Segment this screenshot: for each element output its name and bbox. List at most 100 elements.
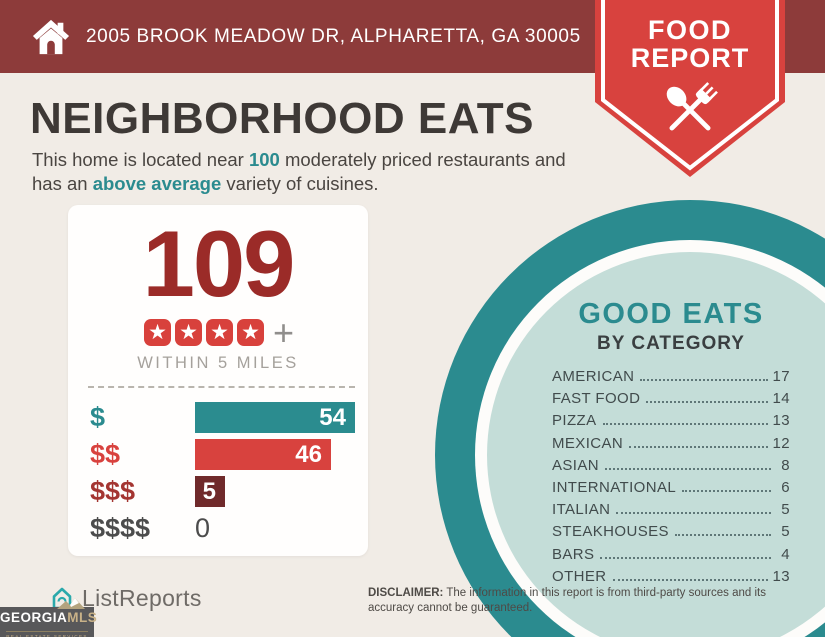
- mint-inner-circle: [487, 252, 825, 637]
- mls-georgia: GEORGIA: [0, 610, 68, 625]
- listreports-wordmark: ListReports: [82, 584, 202, 611]
- bar-value: 46: [295, 440, 322, 468]
- bar-track: 54: [195, 402, 355, 433]
- badge-title: FOOD REPORT: [595, 16, 785, 73]
- badge-line1: FOOD: [648, 15, 732, 45]
- price-tier-label: $$$: [90, 476, 136, 506]
- price-bar-row-1: $ 54: [90, 402, 355, 433]
- radius-caption: WITHIN 5 MILES: [137, 354, 299, 372]
- category-row: MEXICAN 12: [552, 435, 790, 457]
- yelp-star-icon: ★: [174, 318, 202, 346]
- dot-leader: [674, 534, 771, 537]
- dot-leader: [602, 423, 768, 426]
- summary-part2: moderately priced restaurants and has an: [32, 149, 566, 195]
- bar-four-dollar: 0: [195, 513, 355, 544]
- price-bar-row-2: $$ 46: [90, 439, 355, 470]
- category-label: BARS: [552, 545, 595, 563]
- category-count: 5: [781, 523, 790, 541]
- dot-leader: [600, 556, 771, 559]
- price-tier-label: $$$$: [90, 513, 151, 543]
- bar-track: 5: [195, 476, 355, 507]
- category-row: FAST FOOD 14: [552, 390, 790, 412]
- yelp-star-icon: ★: [143, 318, 171, 346]
- bar-one-dollar: 54: [195, 402, 355, 433]
- bar-two-dollar: 46: [195, 439, 331, 470]
- category-row: BARS 4: [552, 546, 790, 568]
- category-label: AMERICAN: [552, 368, 635, 385]
- summary-part3: variety of cuisines.: [221, 173, 379, 195]
- dot-leader: [646, 401, 768, 404]
- property-address: 2005 BROOK MEADOW DR, ALPHARETTA, GA 300…: [86, 25, 581, 47]
- good-eats-panel: GOOD EATS BY CATEGORY AMERICAN 17 FAST FO…: [552, 298, 790, 590]
- price-bar-row-3: $$$ 5: [90, 476, 355, 507]
- category-label: ITALIAN: [552, 501, 611, 519]
- category-row: AMERICAN 17: [552, 368, 790, 390]
- disclaimer-label: DISCLAIMER:: [368, 587, 444, 599]
- dot-leader: [629, 445, 768, 448]
- page-title: NEIGHBORHOOD EATS: [30, 94, 534, 143]
- mls-mls: MLS: [67, 610, 98, 625]
- food-report-badge: FOOD REPORT: [595, 0, 785, 180]
- bar-value: 54: [319, 403, 346, 431]
- price-tier-label: $: [90, 402, 106, 432]
- category-count: 12: [772, 434, 790, 452]
- mls-tagline: REAL ESTATE SERVICES: [6, 631, 88, 637]
- plus-sign: +: [272, 311, 295, 353]
- variety-highlight: above average: [92, 173, 222, 195]
- mountain-icon: [57, 598, 85, 609]
- category-count: 4: [781, 545, 790, 563]
- price-tier-label: $$: [90, 439, 121, 469]
- category-count: 13: [772, 567, 790, 585]
- summary-text: This home is located near 100 moderately…: [32, 148, 592, 197]
- price-bar-row-4: $$$$ 0: [90, 513, 355, 544]
- restaurant-stats-card: 109 ★ ★ ★ ★ + WITHIN 5 MILES $ 54 $$ 46 $$$ …: [68, 205, 368, 556]
- category-label: ASIAN: [552, 456, 600, 474]
- dot-leader: [640, 379, 768, 381]
- disclaimer-body: The information in this report is from t…: [368, 587, 766, 614]
- bar-value: 0: [195, 513, 211, 543]
- good-eats-subtitle: BY CATEGORY: [597, 333, 745, 354]
- category-label: MEXICAN: [552, 434, 624, 452]
- category-row: ITALIAN 5: [552, 501, 790, 523]
- dot-leader: [605, 467, 771, 470]
- category-count: 8: [781, 456, 790, 474]
- category-count: 6: [781, 478, 790, 496]
- category-label: FAST FOOD: [552, 390, 641, 408]
- disclaimer-text: DISCLAIMER: The information in this repo…: [368, 586, 796, 616]
- dot-leader: [616, 512, 771, 515]
- home-icon: [32, 19, 70, 54]
- category-count: 13: [772, 412, 790, 430]
- category-row: PIZZA 13: [552, 412, 790, 434]
- bar-track: 46: [195, 439, 355, 470]
- crossed-utensils-icon: [666, 82, 718, 131]
- georgia-mls-logo: GEORGIAMLS REAL ESTATE SERVICES: [0, 598, 98, 637]
- good-eats-title: GOOD EATS: [578, 298, 764, 330]
- category-row: ASIAN 8: [552, 457, 790, 479]
- dot-leader: [612, 578, 768, 581]
- bar-track: 0: [195, 513, 355, 544]
- listreports-logo: ListReports: [48, 584, 202, 612]
- category-label: OTHER: [552, 567, 607, 585]
- category-row: INTERNATIONAL 6: [552, 479, 790, 501]
- yelp-stars: ★ ★ ★ ★ +: [68, 311, 368, 353]
- yelp-star-icon: ★: [205, 318, 233, 346]
- category-label: INTERNATIONAL: [552, 478, 677, 496]
- category-label: STEAKHOUSES: [552, 523, 669, 541]
- dashed-divider: [88, 386, 355, 388]
- category-row: STEAKHOUSES 5: [552, 523, 790, 545]
- category-row: OTHER 13: [552, 568, 790, 590]
- ribbon-shape: [595, 0, 785, 177]
- mls-wordmark: GEORGIAMLS: [0, 610, 98, 625]
- category-count: 17: [772, 368, 790, 385]
- total-restaurants: 109: [142, 211, 296, 316]
- category-count: 14: [772, 390, 790, 408]
- restaurant-count: 100: [248, 149, 280, 170]
- summary-part1: This home is located near: [32, 149, 249, 170]
- category-count: 5: [781, 501, 790, 519]
- bar-value: 5: [202, 477, 216, 505]
- dot-leader: [682, 489, 771, 492]
- category-list: AMERICAN 17 FAST FOOD 14 PIZZA 13 MEXICAN 12…: [552, 368, 790, 590]
- category-label: PIZZA: [552, 412, 597, 430]
- yelp-star-icon: ★: [236, 318, 264, 346]
